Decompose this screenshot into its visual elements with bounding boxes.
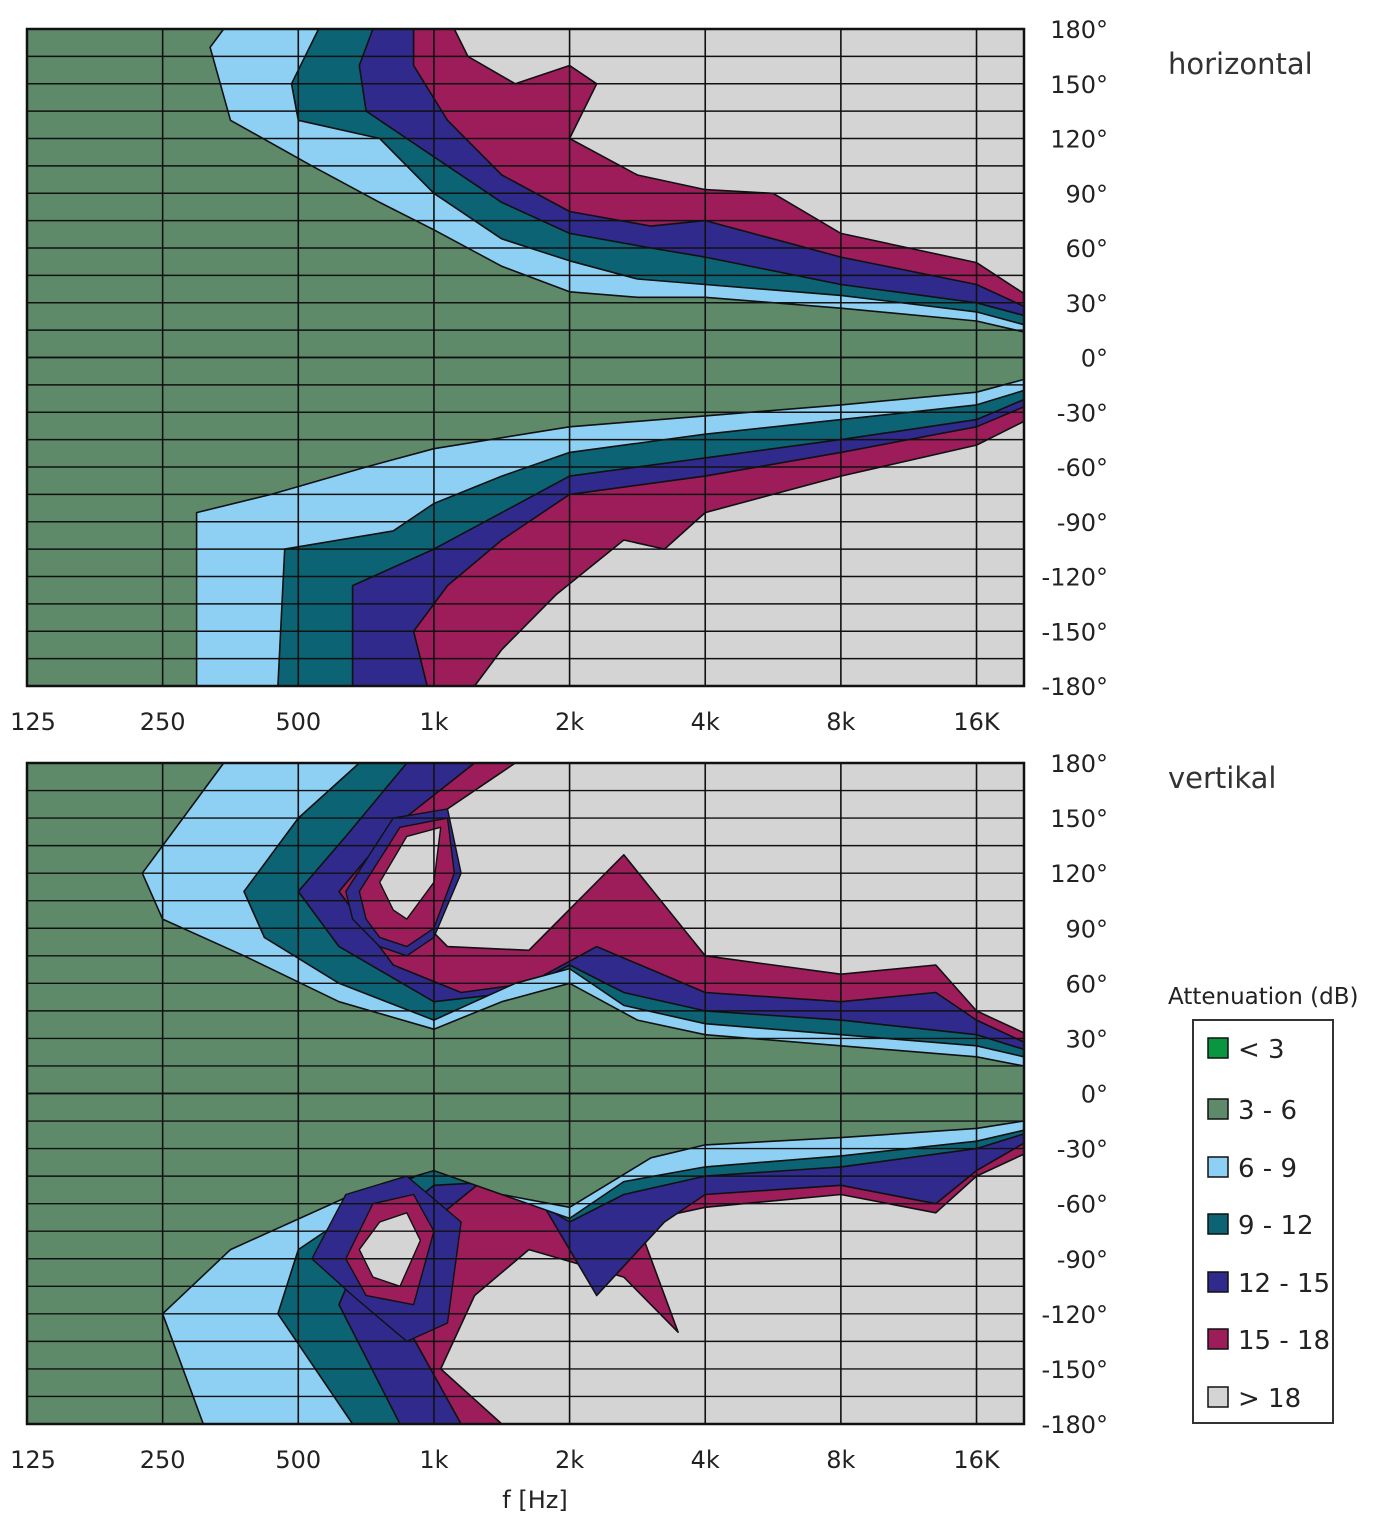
y-tick-label: 60° <box>1065 235 1108 263</box>
x-tick-label: 4k <box>691 1446 720 1474</box>
x-axis-label: f [Hz] <box>502 1486 567 1514</box>
x-tick-label: 250 <box>140 708 186 736</box>
x-tick-label: 1k <box>419 708 448 736</box>
x-tick-label: 500 <box>275 1446 321 1474</box>
vertical-panel-title: vertikal <box>1168 761 1276 795</box>
y-tick-label: -60° <box>1057 454 1108 482</box>
y-tick-label: -90° <box>1057 1246 1108 1274</box>
y-tick-label: 150° <box>1050 71 1108 99</box>
y-tick-label: -180° <box>1042 1411 1108 1439</box>
y-tick-label: 150° <box>1050 805 1108 833</box>
legend-swatch <box>1207 1213 1229 1235</box>
horizontal-panel: horizontal 125 250 500 1k 2k 4k 8k 16K 180° 150° 1… <box>10 16 1313 736</box>
y-tick-label: 90° <box>1065 180 1108 208</box>
y-tick-label: -120° <box>1042 1301 1108 1329</box>
x-tick-label: 2k <box>555 1446 584 1474</box>
horizontal-panel-title: horizontal <box>1168 47 1313 81</box>
legend: Attenuation (dB) < 3 3 - 6 6 - 9 9 - 12 12 -… <box>1168 984 1358 1424</box>
y-tick-label: 120° <box>1050 860 1108 888</box>
y-tick-label: 0° <box>1081 345 1108 373</box>
y-tick-label: 60° <box>1065 970 1108 998</box>
x-tick-label: 16K <box>953 708 1001 736</box>
y-tick-label: 180° <box>1050 16 1108 44</box>
legend-swatch <box>1207 1386 1229 1408</box>
legend-label: 9 - 12 <box>1238 1211 1314 1241</box>
y-tick-label: -180° <box>1042 673 1108 701</box>
plot-frame <box>25 761 1026 1426</box>
x-tick-label: 2k <box>555 708 584 736</box>
y-tick-label: -150° <box>1042 1356 1108 1384</box>
plot-frame <box>25 27 1026 688</box>
y-tick-label: -60° <box>1057 1191 1108 1219</box>
x-tick-label: 1k <box>419 1446 448 1474</box>
legend-swatch <box>1207 1037 1229 1059</box>
y-tick-label: 90° <box>1065 915 1108 943</box>
legend-swatch <box>1207 1156 1229 1178</box>
x-tick-label: 250 <box>140 1446 186 1474</box>
x-tick-label: 8k <box>826 708 855 736</box>
y-tick-label: 0° <box>1081 1081 1108 1109</box>
y-tick-label: -90° <box>1057 509 1108 537</box>
legend-label: < 3 <box>1238 1035 1285 1065</box>
legend-label: 6 - 9 <box>1238 1154 1297 1184</box>
vertical-panel: vertikal 125 250 500 1k 2k 4k 8k 16K 180° 150° 120… <box>10 750 1276 1474</box>
legend-title: Attenuation (dB) <box>1168 984 1358 1010</box>
legend-swatch <box>1207 1098 1229 1120</box>
y-tick-label: 30° <box>1065 1025 1108 1053</box>
legend-label: 12 - 15 <box>1238 1269 1330 1299</box>
y-tick-label: -30° <box>1057 399 1108 427</box>
x-tick-label: 8k <box>826 1446 855 1474</box>
x-tick-label: 125 <box>10 708 56 736</box>
y-tick-label: -120° <box>1042 564 1108 592</box>
y-tick-label: 180° <box>1050 750 1108 778</box>
y-tick-label: -150° <box>1042 618 1108 646</box>
legend-label: 3 - 6 <box>1238 1096 1297 1126</box>
x-tick-label: 16K <box>953 1446 1001 1474</box>
legend-label: 15 - 18 <box>1238 1326 1330 1356</box>
y-tick-label: -30° <box>1057 1136 1108 1164</box>
y-tick-label: 30° <box>1065 290 1108 318</box>
legend-swatch <box>1207 1328 1229 1350</box>
legend-label: > 18 <box>1238 1384 1301 1414</box>
x-tick-label: 500 <box>275 708 321 736</box>
legend-swatch <box>1207 1271 1229 1293</box>
y-tick-label: 120° <box>1050 126 1108 154</box>
x-tick-label: 4k <box>691 708 720 736</box>
x-tick-label: 125 <box>10 1446 56 1474</box>
